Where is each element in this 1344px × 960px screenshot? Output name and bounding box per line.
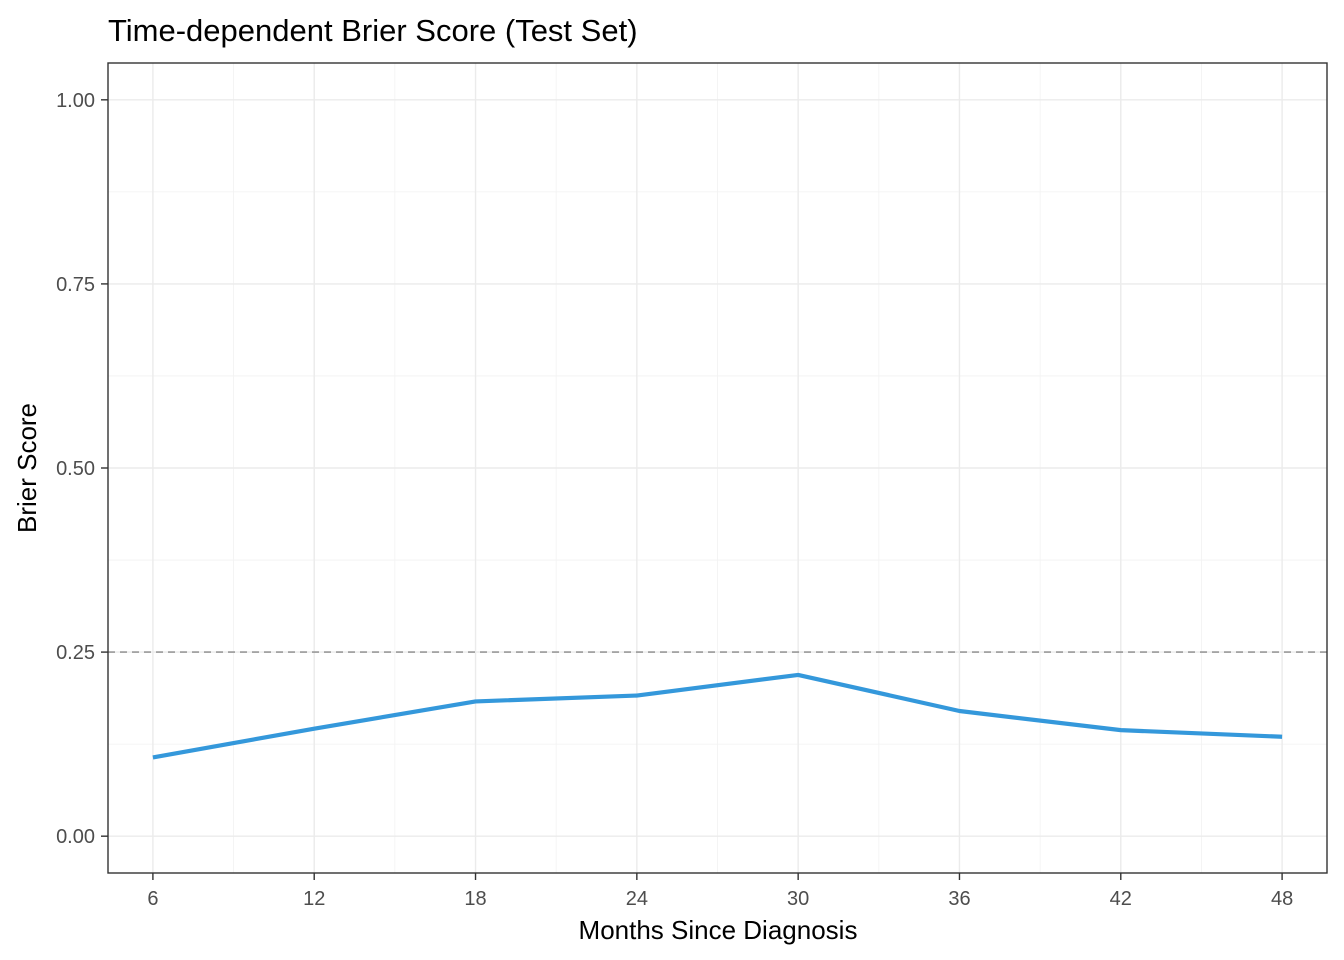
x-tick-label: 36 <box>948 888 970 910</box>
data-point <box>312 727 316 731</box>
y-axis-ticks: 0.00 0.25 0.50 0.75 1.00 <box>56 90 108 848</box>
x-tick-label: 24 <box>626 888 648 910</box>
data-point <box>151 755 155 759</box>
x-axis-ticks: 6 12 18 24 30 36 42 48 <box>147 873 1293 910</box>
data-point <box>796 673 800 677</box>
data-point <box>1280 735 1284 739</box>
data-point <box>635 694 639 698</box>
x-tick-label: 18 <box>464 888 486 910</box>
data-point <box>957 709 961 713</box>
x-tick-label: 30 <box>787 888 809 910</box>
x-tick-label: 12 <box>303 888 325 910</box>
y-axis-title: Brier Score <box>12 403 42 533</box>
y-tick-label: 0.50 <box>56 458 95 480</box>
data-point <box>1119 728 1123 732</box>
series-line <box>152 672 1283 760</box>
x-tick-label: 48 <box>1271 888 1293 910</box>
chart-title: Time-dependent Brier Score (Test Set) <box>108 13 638 48</box>
y-tick-label: 0.00 <box>56 826 95 848</box>
major-gridlines <box>108 63 1327 873</box>
y-tick-label: 1.00 <box>56 90 95 112</box>
data-point <box>474 699 478 703</box>
x-tick-label: 42 <box>1110 888 1132 910</box>
y-tick-label: 0.75 <box>56 274 95 296</box>
x-tick-label: 6 <box>147 888 158 910</box>
x-axis-title: Months Since Diagnosis <box>579 915 858 945</box>
y-tick-label: 0.25 <box>56 642 95 664</box>
